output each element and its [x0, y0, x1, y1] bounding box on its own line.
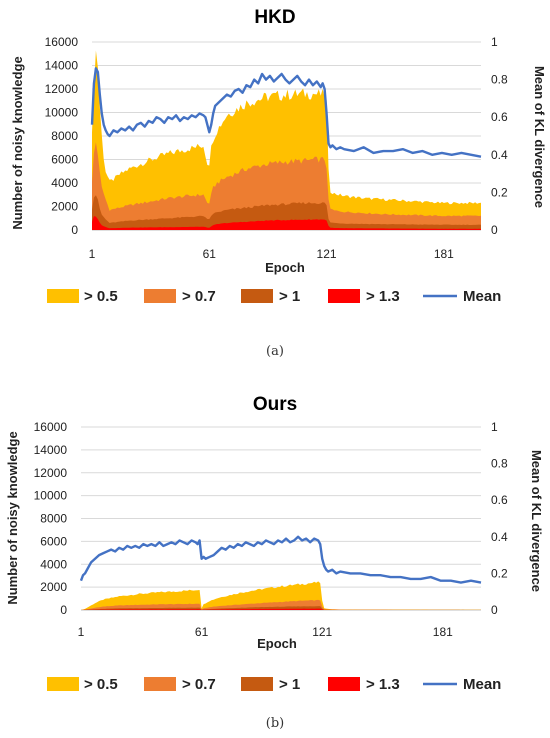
y2-tick-label: 0.8: [491, 457, 508, 471]
area-series-0-5: [81, 581, 481, 610]
y-axis-label: Number of noisy knowledge: [5, 431, 20, 604]
y-tick-label: 4000: [40, 557, 67, 571]
y-tick-label: 8000: [51, 129, 78, 143]
y2-tick-label: 0: [491, 603, 498, 617]
mean-line: [79, 535, 482, 584]
y-tick-label: 14000: [34, 443, 68, 457]
y2-tick-label: 0.8: [491, 73, 508, 87]
y-tick-label: 2000: [40, 580, 67, 594]
area-series-1: [81, 606, 481, 610]
legend-label: > 1.3: [366, 676, 400, 693]
legend-label: Mean: [463, 288, 501, 305]
y-tick-label: 4000: [51, 176, 78, 190]
legend-swatch: [241, 289, 273, 303]
legend-swatch: [241, 677, 273, 691]
y-tick-label: 14000: [45, 59, 79, 73]
y-tick-label: 2000: [51, 200, 78, 214]
y2-tick-label: 0.6: [491, 493, 508, 507]
y2-tick-label: 1: [491, 35, 498, 49]
chart-title: Ours: [253, 394, 297, 415]
legend: > 0.5 > 0.7 > 1 > 1.3 Mean: [47, 676, 501, 693]
y-tick-label: 0: [71, 223, 78, 237]
y2-axis-label: Mean of KL divergence: [529, 450, 544, 592]
y2-tick-label: 0.2: [491, 566, 508, 580]
x-tick-label: 61: [203, 247, 217, 261]
x-axis-label: Epoch: [257, 636, 297, 651]
y-tick-label: 6000: [40, 534, 67, 548]
legend-swatch: [144, 677, 176, 691]
y-axis-label: Number of noisy knowledge: [10, 56, 25, 229]
legend-swatch: [328, 677, 360, 691]
y-tick-label: 12000: [34, 466, 68, 480]
legend-label: Mean: [463, 676, 501, 693]
legend-swatch: [328, 289, 360, 303]
area-series-0-5: [92, 50, 481, 231]
y-tick-label: 0: [60, 603, 67, 617]
chart-hkd: HKD Number of noisy knowledge Mean of KL…: [10, 7, 547, 305]
chart-ours: Ours Number of noisy knowledge Mean of K…: [5, 394, 544, 693]
y2-tick-label: 1: [491, 420, 498, 434]
x-tick-label: 1: [78, 625, 85, 639]
area-series-0-7: [92, 142, 481, 230]
legend-swatch: [47, 677, 79, 691]
area-series-1-3: [81, 608, 481, 610]
chart-title: HKD: [254, 7, 295, 28]
y-tick-label: 16000: [45, 35, 79, 49]
area-series-1-3: [92, 216, 481, 230]
area-series-0-7: [81, 599, 481, 610]
tick-labels: 0 2000 4000 6000 8000 10000 12000 14000 16000 0 0.…: [34, 420, 508, 639]
caption-a: (a): [266, 344, 284, 359]
legend-label: > 1: [279, 288, 300, 305]
y2-tick-label: 0.4: [491, 148, 508, 162]
y-tick-label: 16000: [34, 420, 68, 434]
legend-swatch: [144, 289, 176, 303]
legend-label: > 0.5: [84, 676, 118, 693]
legend-label: > 0.7: [182, 676, 216, 693]
y-tick-label: 6000: [51, 153, 78, 167]
x-tick-label: 61: [195, 625, 209, 639]
y-tick-label: 12000: [45, 82, 79, 96]
x-tick-label: 181: [434, 247, 454, 261]
x-axis-label: Epoch: [265, 260, 305, 275]
y2-tick-label: 0.2: [491, 185, 508, 199]
legend-label: > 0.5: [84, 288, 118, 305]
legend: > 0.5 > 0.7 > 1 > 1.3 Mean: [47, 288, 501, 305]
legend-label: > 0.7: [182, 288, 216, 305]
tick-labels: 0 2000 4000 6000 8000 10000 12000 14000 16000 0 0.…: [45, 35, 508, 261]
x-tick-label: 121: [312, 625, 332, 639]
caption-b: (b): [266, 716, 284, 731]
legend-label: > 1.3: [366, 288, 400, 305]
y2-tick-label: 0.4: [491, 530, 508, 544]
y2-axis-label: Mean of KL divergence: [532, 66, 547, 208]
area-series-1: [92, 195, 481, 230]
y2-tick-label: 0.6: [491, 110, 508, 124]
x-tick-label: 181: [433, 625, 453, 639]
plot-area: [90, 41, 482, 231]
mean-line: [90, 67, 482, 158]
legend-label: > 1: [279, 676, 300, 693]
y-tick-label: 8000: [40, 512, 67, 526]
plot-area: [79, 426, 482, 611]
x-tick-label: 121: [317, 247, 337, 261]
x-tick-label: 1: [89, 247, 96, 261]
y2-tick-label: 0: [491, 223, 498, 237]
legend-swatch: [47, 289, 79, 303]
y-tick-label: 10000: [34, 489, 68, 503]
y-tick-label: 10000: [45, 106, 79, 120]
